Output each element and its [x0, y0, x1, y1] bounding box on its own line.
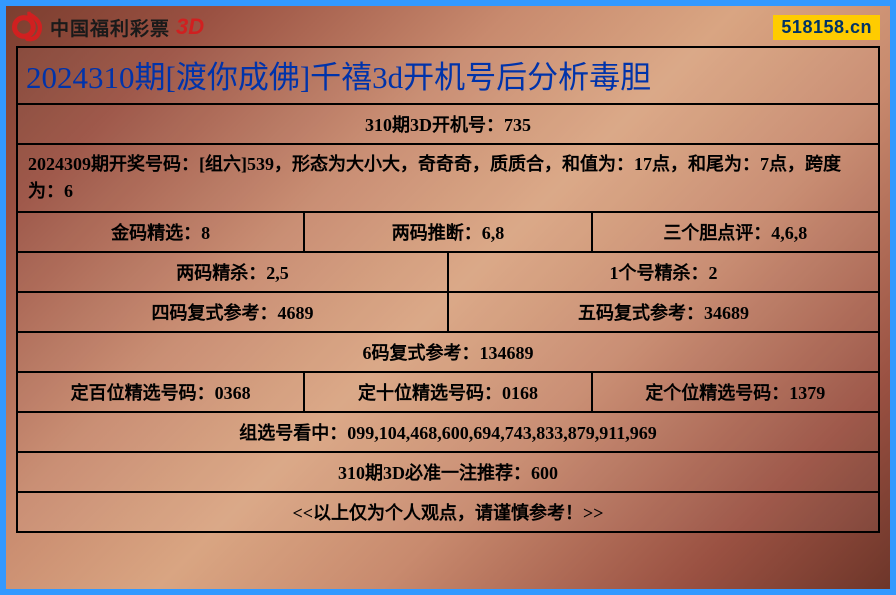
header-bar: 中国福利彩票 3D 518158.cn: [6, 6, 890, 46]
row-machine-number: 310期3D开机号：735: [18, 105, 878, 145]
row-prev-draw: 2024309期开奖号码：[组六]539，形态为大小大，奇奇奇，质质合，和值为：…: [18, 145, 878, 213]
row-must-one: 310期3D必准一注推荐：600: [18, 453, 878, 493]
cell-five-code-ref: 五码复式参考：34689: [449, 293, 878, 331]
page-title: 2024310期[渡你成佛]千禧3d开机号后分析毒胆: [18, 48, 878, 105]
logo-area: 中国福利彩票 3D: [12, 10, 204, 44]
cell-two-code-kill: 两码精杀：2,5: [18, 253, 449, 291]
site-badge: 518158.cn: [773, 15, 880, 40]
cell-three-dan: 三个胆点评：4,6,8: [593, 213, 878, 251]
cell-six-code-ref: 6码复式参考：134689: [18, 333, 878, 371]
cell-pos-hundred: 定百位精选号码：0368: [18, 373, 305, 411]
brand-text: 中国福利彩票: [50, 14, 170, 41]
row-group-picks: 组选号看中：099,104,468,600,694,743,833,879,91…: [18, 413, 878, 453]
brand-3d-label: 3D: [176, 14, 204, 40]
cell-one-num-kill: 1个号精杀：2: [449, 253, 878, 291]
cell-four-code-ref: 四码复式参考：4689: [18, 293, 449, 331]
cell-two-code-infer: 两码推断：6,8: [305, 213, 592, 251]
cell-pos-unit: 定个位精选号码：1379: [593, 373, 878, 411]
cell-machine-number: 310期3D开机号：735: [18, 105, 878, 143]
row-picks-3col: 金码精选：8 两码推断：6,8 三个胆点评：4,6,8: [18, 213, 878, 253]
cell-gold-pick: 金码精选：8: [18, 213, 305, 251]
main-table: 2024310期[渡你成佛]千禧3d开机号后分析毒胆 310期3D开机号：735…: [16, 46, 880, 533]
row-disclaimer: <<以上仅为个人观点，请谨慎参考！>>: [18, 493, 878, 531]
cell-pos-ten: 定十位精选号码：0168: [305, 373, 592, 411]
row-code-refs: 四码复式参考：4689 五码复式参考：34689: [18, 293, 878, 333]
row-kills: 两码精杀：2,5 1个号精杀：2: [18, 253, 878, 293]
cell-disclaimer: <<以上仅为个人观点，请谨慎参考！>>: [18, 493, 878, 531]
cell-prev-draw: 2024309期开奖号码：[组六]539，形态为大小大，奇奇奇，质质合，和值为：…: [18, 145, 878, 211]
cell-group-picks: 组选号看中：099,104,468,600,694,743,833,879,91…: [18, 413, 878, 451]
lottery-logo-icon: [12, 10, 46, 44]
row-positions: 定百位精选号码：0368 定十位精选号码：0168 定个位精选号码：1379: [18, 373, 878, 413]
row-six-code: 6码复式参考：134689: [18, 333, 878, 373]
cell-must-one: 310期3D必准一注推荐：600: [18, 453, 878, 491]
